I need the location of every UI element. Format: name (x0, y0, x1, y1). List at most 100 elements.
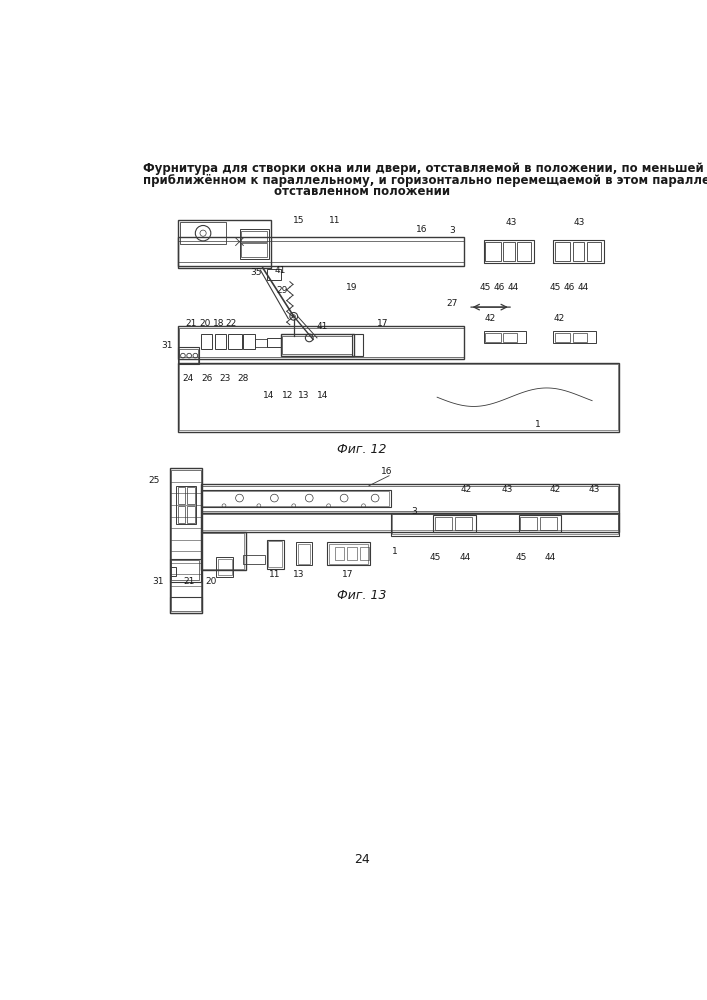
Bar (518, 515, 561, 532)
Text: отставленном положении: отставленном положении (274, 185, 450, 198)
Bar (587, 242, 601, 261)
Text: 12: 12 (282, 391, 293, 400)
Text: 17: 17 (342, 570, 354, 579)
Bar (554, 331, 596, 343)
Text: 43: 43 (573, 218, 585, 227)
Bar (176, 486, 196, 524)
Text: 28: 28 (238, 374, 249, 383)
Text: 46: 46 (493, 283, 505, 292)
Text: 21: 21 (186, 319, 197, 328)
Bar (554, 240, 604, 263)
Text: 3: 3 (450, 226, 455, 235)
Bar (240, 229, 269, 259)
Text: 25: 25 (148, 476, 160, 485)
Bar (243, 555, 265, 564)
Bar (228, 334, 242, 349)
Text: 20: 20 (205, 578, 216, 586)
Bar (177, 220, 271, 268)
Text: 44: 44 (460, 553, 471, 562)
Bar (170, 559, 201, 582)
Bar (433, 515, 476, 532)
Text: 23: 23 (219, 374, 230, 383)
Bar (170, 468, 202, 613)
Text: 35: 35 (250, 268, 262, 277)
Bar (177, 487, 185, 504)
Bar (327, 542, 370, 565)
Text: 45: 45 (430, 553, 441, 562)
Bar (179, 364, 618, 430)
Bar (555, 242, 571, 261)
Text: 13: 13 (298, 391, 310, 400)
Bar (335, 547, 344, 560)
Text: 26: 26 (201, 374, 213, 383)
Bar (484, 331, 526, 343)
Bar (503, 242, 515, 261)
Text: 24: 24 (182, 374, 193, 383)
Text: приближённом к параллельному, и горизонтально перемещаемой в этом параллельно-: приближённом к параллельному, и горизонт… (143, 174, 707, 187)
Text: 42: 42 (549, 485, 561, 494)
Bar (171, 470, 201, 611)
Bar (267, 338, 281, 347)
Bar (170, 597, 202, 613)
Bar (201, 334, 212, 349)
Bar (573, 333, 587, 342)
Text: 15: 15 (293, 216, 305, 225)
Text: 16: 16 (381, 467, 392, 476)
Bar (282, 336, 352, 354)
Bar (329, 544, 368, 564)
Text: 46: 46 (563, 283, 575, 292)
Text: 31: 31 (162, 341, 173, 350)
Bar (267, 540, 284, 569)
Bar (485, 333, 501, 342)
Bar (503, 333, 517, 342)
Bar (520, 517, 537, 530)
Bar (268, 541, 282, 567)
Text: 17: 17 (377, 319, 389, 328)
Bar (347, 547, 356, 560)
Bar (485, 242, 501, 261)
Bar (202, 514, 618, 530)
Bar (202, 533, 244, 569)
Bar (177, 506, 185, 523)
Text: Фиг. 12: Фиг. 12 (337, 443, 387, 456)
Bar (255, 339, 267, 347)
Text: 24: 24 (354, 853, 370, 866)
Text: 41: 41 (275, 266, 286, 275)
Bar (202, 486, 618, 511)
Text: 21: 21 (183, 578, 195, 586)
Bar (187, 487, 194, 504)
Text: 19: 19 (346, 283, 358, 292)
Text: Фурнитура для створки окна или двери, отставляемой в положении, по меньшей мере: Фурнитура для створки окна или двери, от… (143, 162, 707, 175)
Bar (187, 506, 194, 523)
Bar (202, 491, 389, 506)
Bar (517, 242, 531, 261)
Bar (360, 547, 369, 560)
Bar (177, 347, 199, 364)
Bar (218, 559, 232, 575)
Text: 45: 45 (550, 283, 561, 292)
Text: 43: 43 (501, 485, 513, 494)
Text: 42: 42 (484, 314, 496, 323)
Bar (180, 222, 226, 244)
Bar (352, 334, 363, 356)
Text: 14: 14 (263, 391, 274, 400)
Bar (243, 334, 255, 349)
Text: 13: 13 (293, 570, 305, 579)
Bar (179, 328, 464, 357)
Bar (215, 334, 226, 349)
Text: 18: 18 (213, 319, 224, 328)
Bar (177, 363, 619, 432)
Bar (201, 532, 246, 570)
Bar (216, 557, 233, 577)
Text: 45: 45 (515, 553, 527, 562)
Bar (241, 243, 267, 257)
Bar (179, 349, 198, 363)
Text: 11: 11 (329, 216, 341, 225)
Text: 3: 3 (411, 507, 416, 516)
Text: 14: 14 (317, 391, 328, 400)
Bar (201, 513, 619, 532)
Text: 20: 20 (199, 319, 211, 328)
Text: 42: 42 (461, 485, 472, 494)
Bar (391, 513, 619, 536)
Bar (298, 544, 310, 564)
